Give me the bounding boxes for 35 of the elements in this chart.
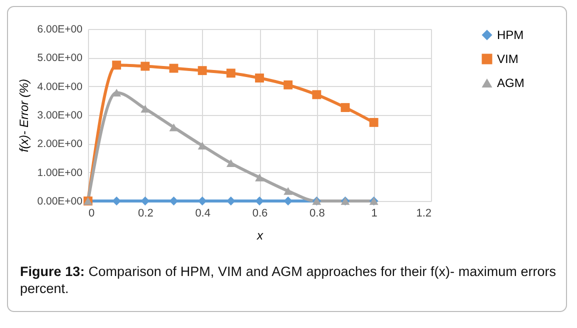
y-tick-label: 5.00E+00: [37, 52, 83, 64]
x-axis-title: x: [256, 228, 264, 242]
x-tick-label: 0.4: [195, 208, 210, 220]
x-tick-label: 0.6: [252, 208, 268, 220]
point: [284, 80, 293, 90]
y-axis-title: f(x)- Error (%): [17, 78, 32, 152]
point: [312, 90, 322, 100]
point: [255, 174, 264, 182]
text: Figure 13: Comparison of HPM, VIM and AGM approaches for their f(x)- maximum errors percent.: [20, 264, 556, 296]
y-tick-label: 6.00E+00: [37, 24, 83, 36]
point: [198, 66, 207, 76]
point: [255, 74, 264, 82]
x-tick-label: 0: [88, 208, 95, 220]
point: [140, 62, 150, 71]
point: [169, 123, 178, 132]
point: [369, 118, 378, 127]
point: [226, 68, 236, 78]
legend-label: HPM: [497, 28, 524, 42]
point: [226, 159, 236, 168]
y-tick-label: 4.00E+00: [37, 80, 83, 93]
legend-label: AGM: [497, 76, 524, 90]
point: [284, 187, 293, 195]
y-tick-label: 3.00E+00: [37, 110, 83, 122]
y-tick-label: 1.00E+00: [37, 166, 83, 179]
x-tick-label: 0.8: [310, 208, 325, 220]
point: [112, 60, 122, 70]
point: [140, 104, 150, 113]
point: [169, 64, 178, 73]
y-tick-label: 0.00E+00: [37, 196, 83, 208]
y-tick-label: 2.00E+00: [37, 138, 83, 150]
x-tick-label: 0.2: [138, 208, 154, 220]
x-tick-label: 1: [371, 208, 378, 220]
x-tick-label: 1.2: [416, 208, 432, 220]
legend-label: VIM: [497, 52, 518, 66]
point: [340, 103, 350, 112]
